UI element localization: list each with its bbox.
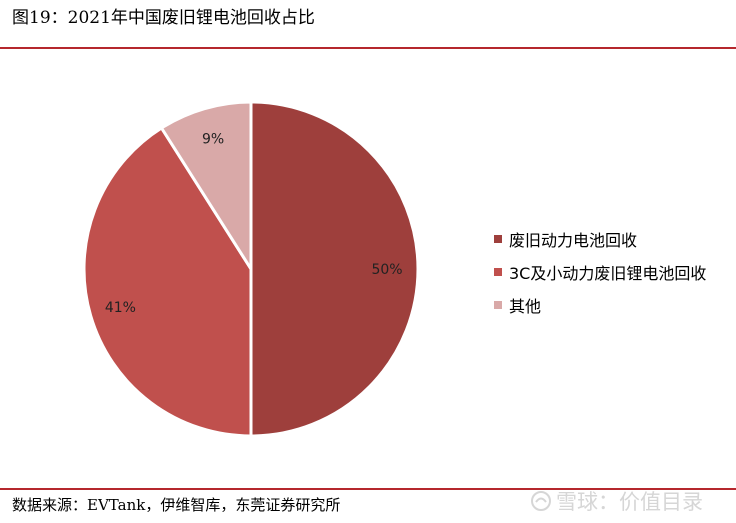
legend-label: 3C及小动力废旧锂电池回收 (509, 263, 707, 283)
pie-slice-other (160, 100, 253, 271)
legend-label: 其他 (509, 296, 542, 316)
data-label-power-battery: 50% (371, 262, 402, 278)
chart-title: 图19：2021年中国废旧锂电池回收占比 (12, 8, 315, 28)
data-label-3c-small-power: 41% (105, 300, 136, 316)
legend-item-other: 其他 (494, 288, 706, 321)
legend-item-power-battery: 废旧动力电池回收 (494, 222, 706, 255)
snowball-logo-icon (531, 491, 551, 511)
legend-swatch (494, 267, 502, 276)
watermark-text: 雪球：价值目录 (556, 490, 703, 514)
data-source: 数据来源：EVTank，伊维智库，东莞证券研究所 (12, 496, 341, 514)
watermark: 雪球：价值目录 (530, 486, 703, 516)
legend-label: 废旧动力电池回收 (509, 230, 638, 250)
legend-swatch (494, 300, 502, 309)
data-label-other: 9% (202, 131, 224, 147)
legend-item-3c-small-power: 3C及小动力废旧锂电池回收 (494, 255, 706, 288)
top-divider (0, 47, 736, 49)
legend-swatch (494, 234, 502, 243)
chart-legend: 废旧动力电池回收 3C及小动力废旧锂电池回收 其他 (494, 222, 706, 321)
bottom-divider (0, 488, 736, 490)
pie-slice-power-battery (249, 100, 420, 438)
pie-chart: 50% 41% 9% (82, 100, 420, 438)
